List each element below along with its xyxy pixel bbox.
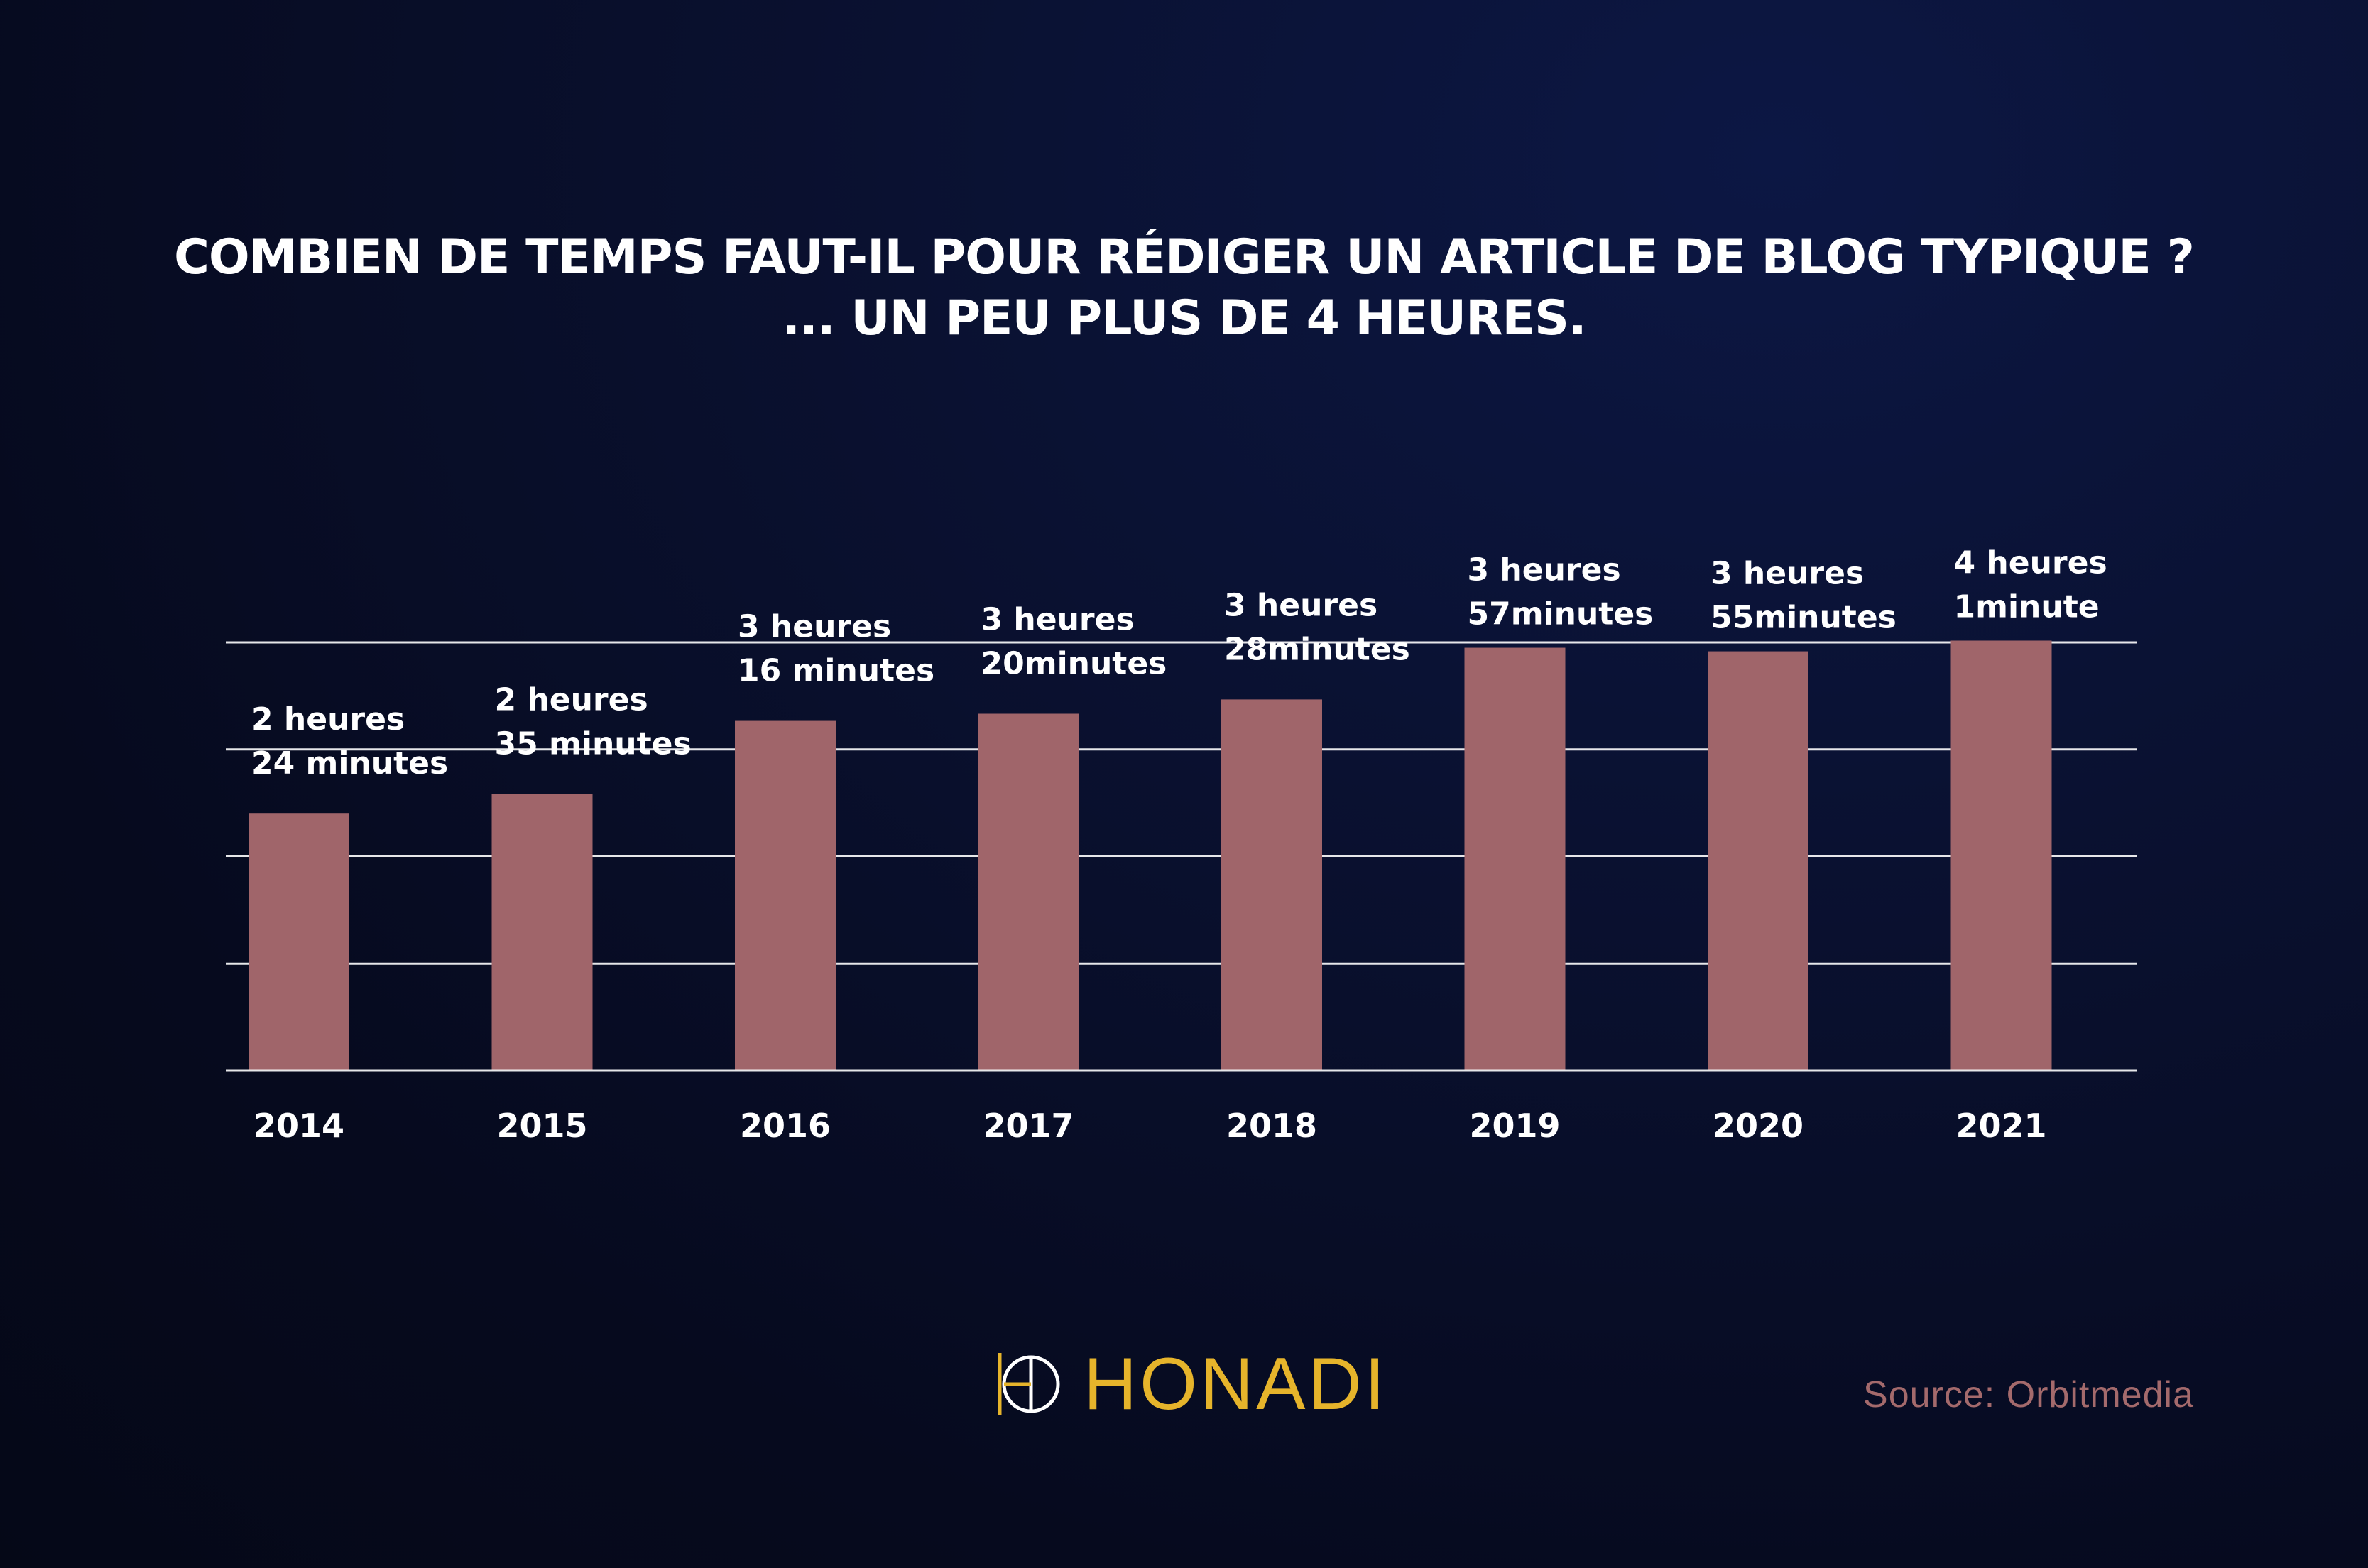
data-label-2021-hours: 4 heures: [1954, 544, 2107, 581]
x-tick-label-2015: 2015: [496, 1107, 587, 1145]
data-label-2018-hours: 3 heures: [1224, 587, 1377, 623]
data-label-2017-hours: 3 heures: [981, 602, 1135, 638]
data-label-2019-hours: 3 heures: [1468, 552, 1621, 588]
x-tick-label-2021: 2021: [1955, 1107, 2046, 1145]
data-label-2016-minutes: 16 minutes: [738, 653, 934, 689]
data-label-2017-minutes: 20minutes: [981, 646, 1167, 682]
chart-title-line-1: COMBIEN DE TEMPS FAUT-IL POUR RÉDIGER UN…: [174, 229, 2195, 285]
data-label-2015-minutes: 35 minutes: [495, 726, 692, 762]
data-label-2018-minutes: 28minutes: [1224, 631, 1410, 667]
brand: HONADI: [994, 1345, 1387, 1423]
chart-title-line-2: ... UN PEU PLUS DE 4 HEURES.: [782, 290, 1587, 346]
bar-2014: [249, 813, 349, 1070]
chart-title: COMBIEN DE TEMPS FAUT-IL POUR RÉDIGER UN…: [0, 227, 2368, 349]
x-tick-label-2019: 2019: [1469, 1107, 1560, 1145]
bar-2018: [1221, 699, 1322, 1070]
bar-2017: [978, 713, 1079, 1070]
data-label-2014-hours: 2 heures: [251, 701, 405, 738]
data-label-2021-minutes: 1minute: [1954, 588, 2100, 625]
bar-2021: [1950, 640, 2052, 1070]
chart-bars: [249, 640, 2052, 1070]
data-label-2019-minutes: 57minutes: [1468, 596, 1654, 632]
x-tick-label-2017: 2017: [983, 1107, 1074, 1145]
data-label-2020-minutes: 55minutes: [1710, 600, 1897, 636]
data-label-2015-hours: 2 heures: [495, 682, 648, 718]
bar-2015: [491, 794, 593, 1070]
chart-x-tick-labels: 2014 2015 2016 2017 2018 2019 2020 2021: [253, 1107, 2047, 1145]
bar-2016: [735, 720, 836, 1070]
x-tick-label-2018: 2018: [1226, 1107, 1317, 1145]
brand-name: HONADI: [1084, 1343, 1388, 1425]
bar-2020: [1708, 651, 1808, 1070]
data-label-2016-hours: 3 heures: [738, 609, 891, 645]
data-label-2014-minutes: 24 minutes: [251, 745, 448, 782]
honadi-h-circle-icon: [998, 1353, 1060, 1415]
x-tick-label-2014: 2014: [253, 1107, 344, 1145]
x-tick-label-2020: 2020: [1713, 1107, 1804, 1145]
data-label-2020-hours: 3 heures: [1710, 556, 1864, 592]
x-tick-label-2016: 2016: [740, 1107, 831, 1145]
source-note: Source: Orbitmedia: [1863, 1374, 2194, 1415]
chart-data-labels: 2 heures 24 minutes 2 heures 35 minutes 3 he…: [251, 544, 2107, 782]
bar-2019: [1464, 647, 1566, 1070]
